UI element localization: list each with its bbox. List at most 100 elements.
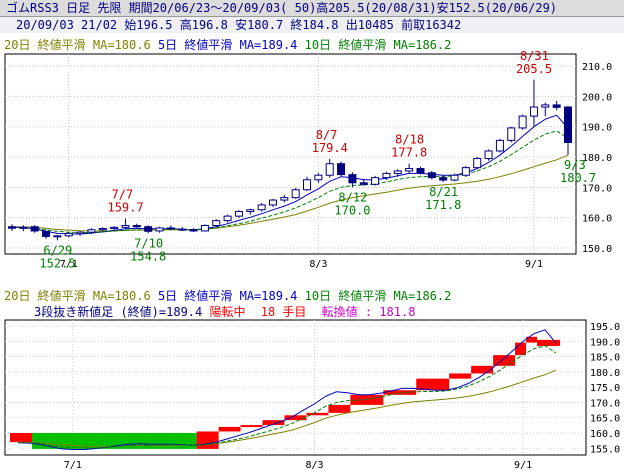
candle <box>178 227 187 231</box>
annotation-date: 6/29 <box>43 243 72 257</box>
lower-y-tick: 190.0 <box>590 337 620 348</box>
candle-body <box>144 226 153 232</box>
up-brick <box>196 431 219 449</box>
lower-y-tick: 185.0 <box>590 353 620 364</box>
candle-body <box>529 106 538 117</box>
upper-x-tick: 8/3 <box>309 259 327 270</box>
up-brick <box>262 420 285 426</box>
candle <box>291 187 300 199</box>
up-brick <box>350 394 384 405</box>
candle-body <box>552 104 561 108</box>
lower-ma20-line <box>17 369 557 447</box>
upper-y-tick: 210.0 <box>582 62 612 73</box>
candle-body <box>564 106 572 143</box>
lower-legend-ma10: 10日 終値平滑 MA=186.2 <box>304 289 452 303</box>
candle-body <box>212 220 221 227</box>
upper-x-tick: 9/1 <box>525 259 543 270</box>
lower-y-tick: 170.0 <box>590 398 620 409</box>
annotation-value: 171.8 <box>425 198 461 212</box>
candle <box>234 210 243 218</box>
candle <box>371 175 380 186</box>
candle <box>405 163 414 173</box>
candle <box>64 232 73 238</box>
up-brick <box>240 425 263 428</box>
chart-title: ゴムRSS3 日足 先限 期間20/06/23～20/09/03( 50)高20… <box>6 1 558 15</box>
line-break-title: 3段抜き新値足 (終値)=189.4 <box>34 305 203 319</box>
upper-y-tick: 180.0 <box>582 153 612 164</box>
candle-body <box>268 199 277 206</box>
upper-y-tick: 160.0 <box>582 214 612 225</box>
candle <box>19 225 28 232</box>
candle <box>473 157 482 170</box>
candle <box>416 166 425 175</box>
candle <box>314 172 323 183</box>
annotation-value: 179.4 <box>312 141 348 155</box>
candle-body <box>507 127 516 141</box>
annotation-date: 8/7 <box>316 128 338 142</box>
candle <box>87 228 96 234</box>
candle <box>461 166 470 178</box>
candle-body <box>110 226 119 230</box>
candle <box>484 149 493 161</box>
lower-ma5-line <box>17 329 557 450</box>
candle-body <box>439 177 448 181</box>
candle <box>518 114 527 130</box>
candle-body <box>246 209 255 213</box>
annotation-value: 180.7 <box>560 171 596 185</box>
candle-body <box>450 174 459 181</box>
candle <box>200 224 209 232</box>
upper-ma20-line <box>11 154 569 232</box>
lower-y-tick: 160.0 <box>590 429 620 440</box>
candle-body <box>121 225 130 228</box>
candle-body <box>53 235 62 238</box>
candle <box>246 208 255 215</box>
candle-body <box>393 170 402 174</box>
up-brick <box>306 412 329 416</box>
annotation-value: 159.7 <box>107 201 143 215</box>
lower-x-tick: 9/1 <box>514 460 532 471</box>
upper-y-tick: 150.0 <box>582 244 612 255</box>
candle-body <box>518 115 527 129</box>
candle <box>382 171 391 181</box>
lower-y-tick: 155.0 <box>590 444 620 455</box>
candle <box>507 126 516 143</box>
candle <box>155 226 164 233</box>
candle-body <box>234 211 243 217</box>
candle <box>348 172 357 188</box>
trend-state: 陽転中 <box>209 305 246 319</box>
reversal-value: 転換値 : 181.8 <box>321 305 416 319</box>
candle-body <box>8 226 16 229</box>
candle-body <box>359 182 368 185</box>
upper-y-tick: 200.0 <box>582 92 612 103</box>
candle-body <box>291 189 300 199</box>
up-brick <box>284 415 307 421</box>
annotation-value: 170.0 <box>334 203 370 217</box>
lower-legend-ma20: 20日 終値平滑 MA=180.6 <box>4 289 151 303</box>
lower-y-tick: 175.0 <box>590 383 620 394</box>
candle-body <box>427 172 436 179</box>
lower-x-tick: 7/1 <box>64 460 82 471</box>
candle-body <box>303 179 312 191</box>
legend-ma10: 10日 終値平滑 MA=186.2 <box>304 38 452 52</box>
candle <box>450 173 459 182</box>
candle-body <box>314 174 323 181</box>
candle <box>132 223 141 228</box>
up-brick <box>471 365 494 374</box>
candle <box>212 219 221 227</box>
candle-body <box>337 163 346 176</box>
candle-body <box>280 197 289 201</box>
annotation-date: 9/3 <box>564 158 586 172</box>
candle <box>268 198 277 208</box>
candle-body <box>348 174 357 184</box>
candle-body <box>325 163 334 176</box>
candle <box>257 203 266 212</box>
candle-body <box>495 139 504 152</box>
candle <box>393 169 402 177</box>
candle <box>529 79 538 127</box>
candle-body <box>30 226 39 232</box>
candle <box>110 226 119 230</box>
candle <box>144 225 153 234</box>
candle <box>98 227 107 232</box>
candle-body <box>76 231 85 235</box>
line-break-status: 3段抜き新値足 (終値)=189.4 陽転中 18 手目 転換値 : 181.8 <box>34 305 415 319</box>
